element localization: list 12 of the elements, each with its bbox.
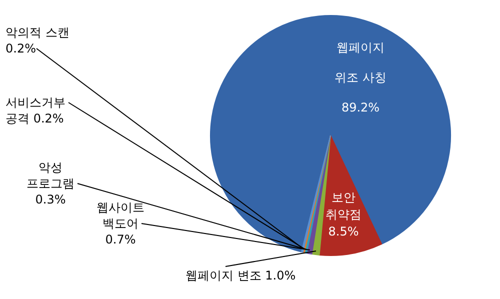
category-label: 웹페이지 위조 사칭 <box>334 40 386 84</box>
slice-label: 악성 프로그램 <box>26 160 74 190</box>
slice-label: 웹사이트 백도어 <box>96 200 144 230</box>
slice-label: 악의적 스캔 <box>6 26 70 40</box>
slice-label: 보안 취약점 <box>326 190 362 222</box>
data-label: 0.2% <box>6 42 36 56</box>
data-label: 0.3% <box>35 192 66 206</box>
slice-label: 웹페이지 변조 1.0% <box>186 268 296 282</box>
data-label: 0.7% <box>105 232 136 246</box>
data-label: 89.2% <box>341 100 380 114</box>
data-label: 8.5% <box>328 224 359 238</box>
slice-label: 서비스거부 공격 0.2% <box>6 96 66 126</box>
